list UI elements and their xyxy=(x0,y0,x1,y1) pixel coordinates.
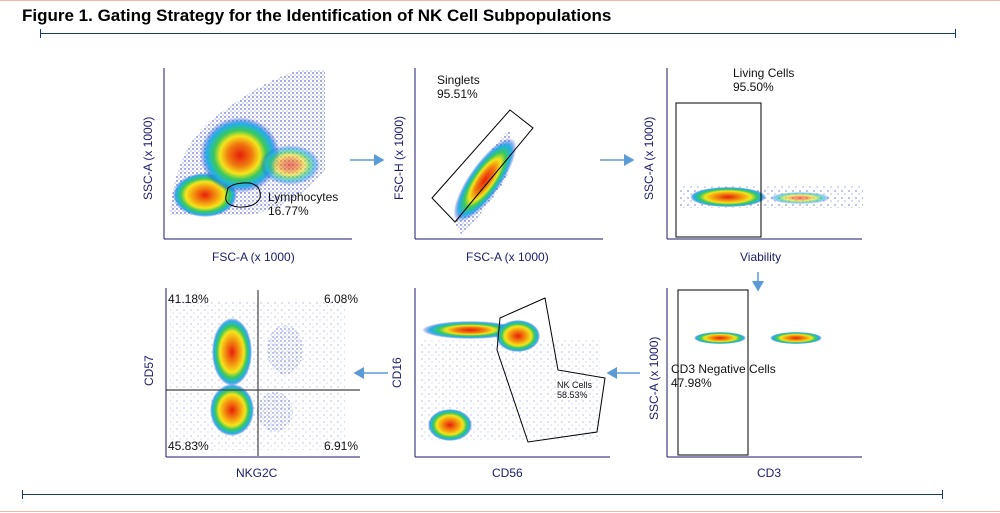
p2-gate-name: Singlets xyxy=(437,73,480,87)
p4-xlabel: CD3 xyxy=(757,466,782,480)
p6-xlabel: NKG2C xyxy=(236,466,278,480)
p4-ylabel: SSC-A (x 1000) xyxy=(647,336,661,420)
p3-gate-pct: 95.50% xyxy=(733,79,774,94)
p5-gate-label: NK Cells 58.53% xyxy=(557,380,592,401)
p3-gate-label: Living Cells 95.50% xyxy=(733,66,795,95)
panel-nk-cells xyxy=(414,288,610,458)
title-rule xyxy=(40,29,956,38)
p5-xlabel: CD56 xyxy=(492,466,523,480)
panel-cd3-negative xyxy=(666,288,862,458)
p6-quadrant-upper-right: 6.08% xyxy=(324,292,359,306)
p2-xlabel: FSC-A (x 1000) xyxy=(466,250,549,264)
p5-gate-name: NK Cells xyxy=(557,380,593,390)
panel-nkg2c-cd57 xyxy=(165,288,360,458)
p2-gate-label: Singlets 95.51% xyxy=(437,73,480,102)
p1-ylabel: SSC-A (x 1000) xyxy=(141,116,155,200)
p3-ylabel: SSC-A (x 1000) xyxy=(642,116,656,200)
p1-xlabel: FSC-A (x 1000) xyxy=(212,250,295,264)
panel-living-cells xyxy=(666,68,863,240)
p3-gate-name: Living Cells xyxy=(733,66,795,80)
panel-lymphocytes xyxy=(163,68,352,240)
p4-gate-pct: 47.98% xyxy=(671,375,712,390)
p5-ylabel: CD16 xyxy=(390,357,404,388)
p6-ylabel: CD57 xyxy=(142,355,156,386)
top-border xyxy=(0,0,1000,1)
figure-title: Figure 1. Gating Strategy for the Identi… xyxy=(22,6,612,25)
panel-singlets xyxy=(414,68,603,240)
bottom-border xyxy=(0,511,1000,512)
p1-gate-label: Lymphocytes 16.77% xyxy=(268,190,339,219)
p6-quadrant-lower-left: 45.83% xyxy=(168,439,209,453)
p3-xlabel: Viability xyxy=(740,250,782,264)
p1-gate-name: Lymphocytes xyxy=(268,190,339,204)
p6-quadrant-upper-left: 41.18% xyxy=(168,292,209,306)
p1-gate-pct: 16.77% xyxy=(268,203,309,218)
bottom-rule xyxy=(22,490,943,499)
p6-quadrant-lower-right: 6.91% xyxy=(324,439,359,453)
p2-ylabel: FSC-H (x 1000) xyxy=(392,115,406,200)
p4-gate-label: CD3 Negative Cells 47.98% xyxy=(671,362,776,391)
p4-gate-name: CD3 Negative Cells xyxy=(671,362,776,376)
p5-gate-pct: 58.53% xyxy=(557,390,588,401)
p2-gate-pct: 95.51% xyxy=(437,86,478,101)
